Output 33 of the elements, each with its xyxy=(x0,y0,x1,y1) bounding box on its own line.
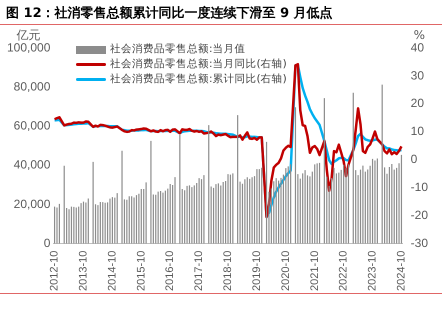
x-tick-label: 2020-10 xyxy=(280,250,292,292)
x-tick-label: 2015-10 xyxy=(135,250,148,292)
x-tick-label: 2023-10 xyxy=(366,250,379,292)
x-tick-label: 2012-10 xyxy=(48,250,61,292)
x-tick-label: 2019-10 xyxy=(250,250,263,292)
y-tick-label: 0 xyxy=(44,236,51,250)
y-axis-title: 亿元 xyxy=(16,28,41,42)
y2-tick-label: -10 xyxy=(410,180,428,194)
y2-tick-label: -20 xyxy=(410,208,428,222)
y-tick-label: 60,000 xyxy=(14,118,51,133)
y2-axis-title: % xyxy=(414,28,426,42)
y-tick-label: 20,000 xyxy=(14,196,51,211)
x-tick-label: 2022-10 xyxy=(338,250,350,292)
x-tick-label: 2016-10 xyxy=(164,250,176,292)
y2-tick-label: 20 xyxy=(410,96,424,110)
chart-title: 图 12：社消零售总额累计同比一度连续下滑至 9 月低点 xyxy=(6,4,333,22)
y-tick-label: 100,000 xyxy=(6,40,51,54)
legend-label: 社会消费品零售总额:当月值 xyxy=(110,42,246,57)
legend-label: 社会消费品零售总额:当月同比(右轴) xyxy=(110,57,287,72)
y-tick-label: 40,000 xyxy=(14,158,51,172)
x-tick-label: 2013-10 xyxy=(78,250,90,292)
y2-tick-label: 10 xyxy=(410,124,424,138)
y-tick-label: 80,000 xyxy=(14,79,51,94)
y2-tick-label: 30 xyxy=(410,68,424,82)
x-tick-label: 2024-10 xyxy=(395,250,408,292)
legend-label: 社会消费品零售总额:累计同比(右轴) xyxy=(110,72,287,87)
y2-tick-label: 0 xyxy=(410,152,418,166)
y2-tick-label: 40 xyxy=(410,40,424,54)
x-tick-label: 2014-10 xyxy=(106,250,118,292)
x-tick-label: 2018-10 xyxy=(222,250,234,292)
x-tick-label: 2021-10 xyxy=(308,250,321,292)
y2-tick-label: -30 xyxy=(410,236,428,250)
x-tick-label: 2017-10 xyxy=(193,250,206,292)
